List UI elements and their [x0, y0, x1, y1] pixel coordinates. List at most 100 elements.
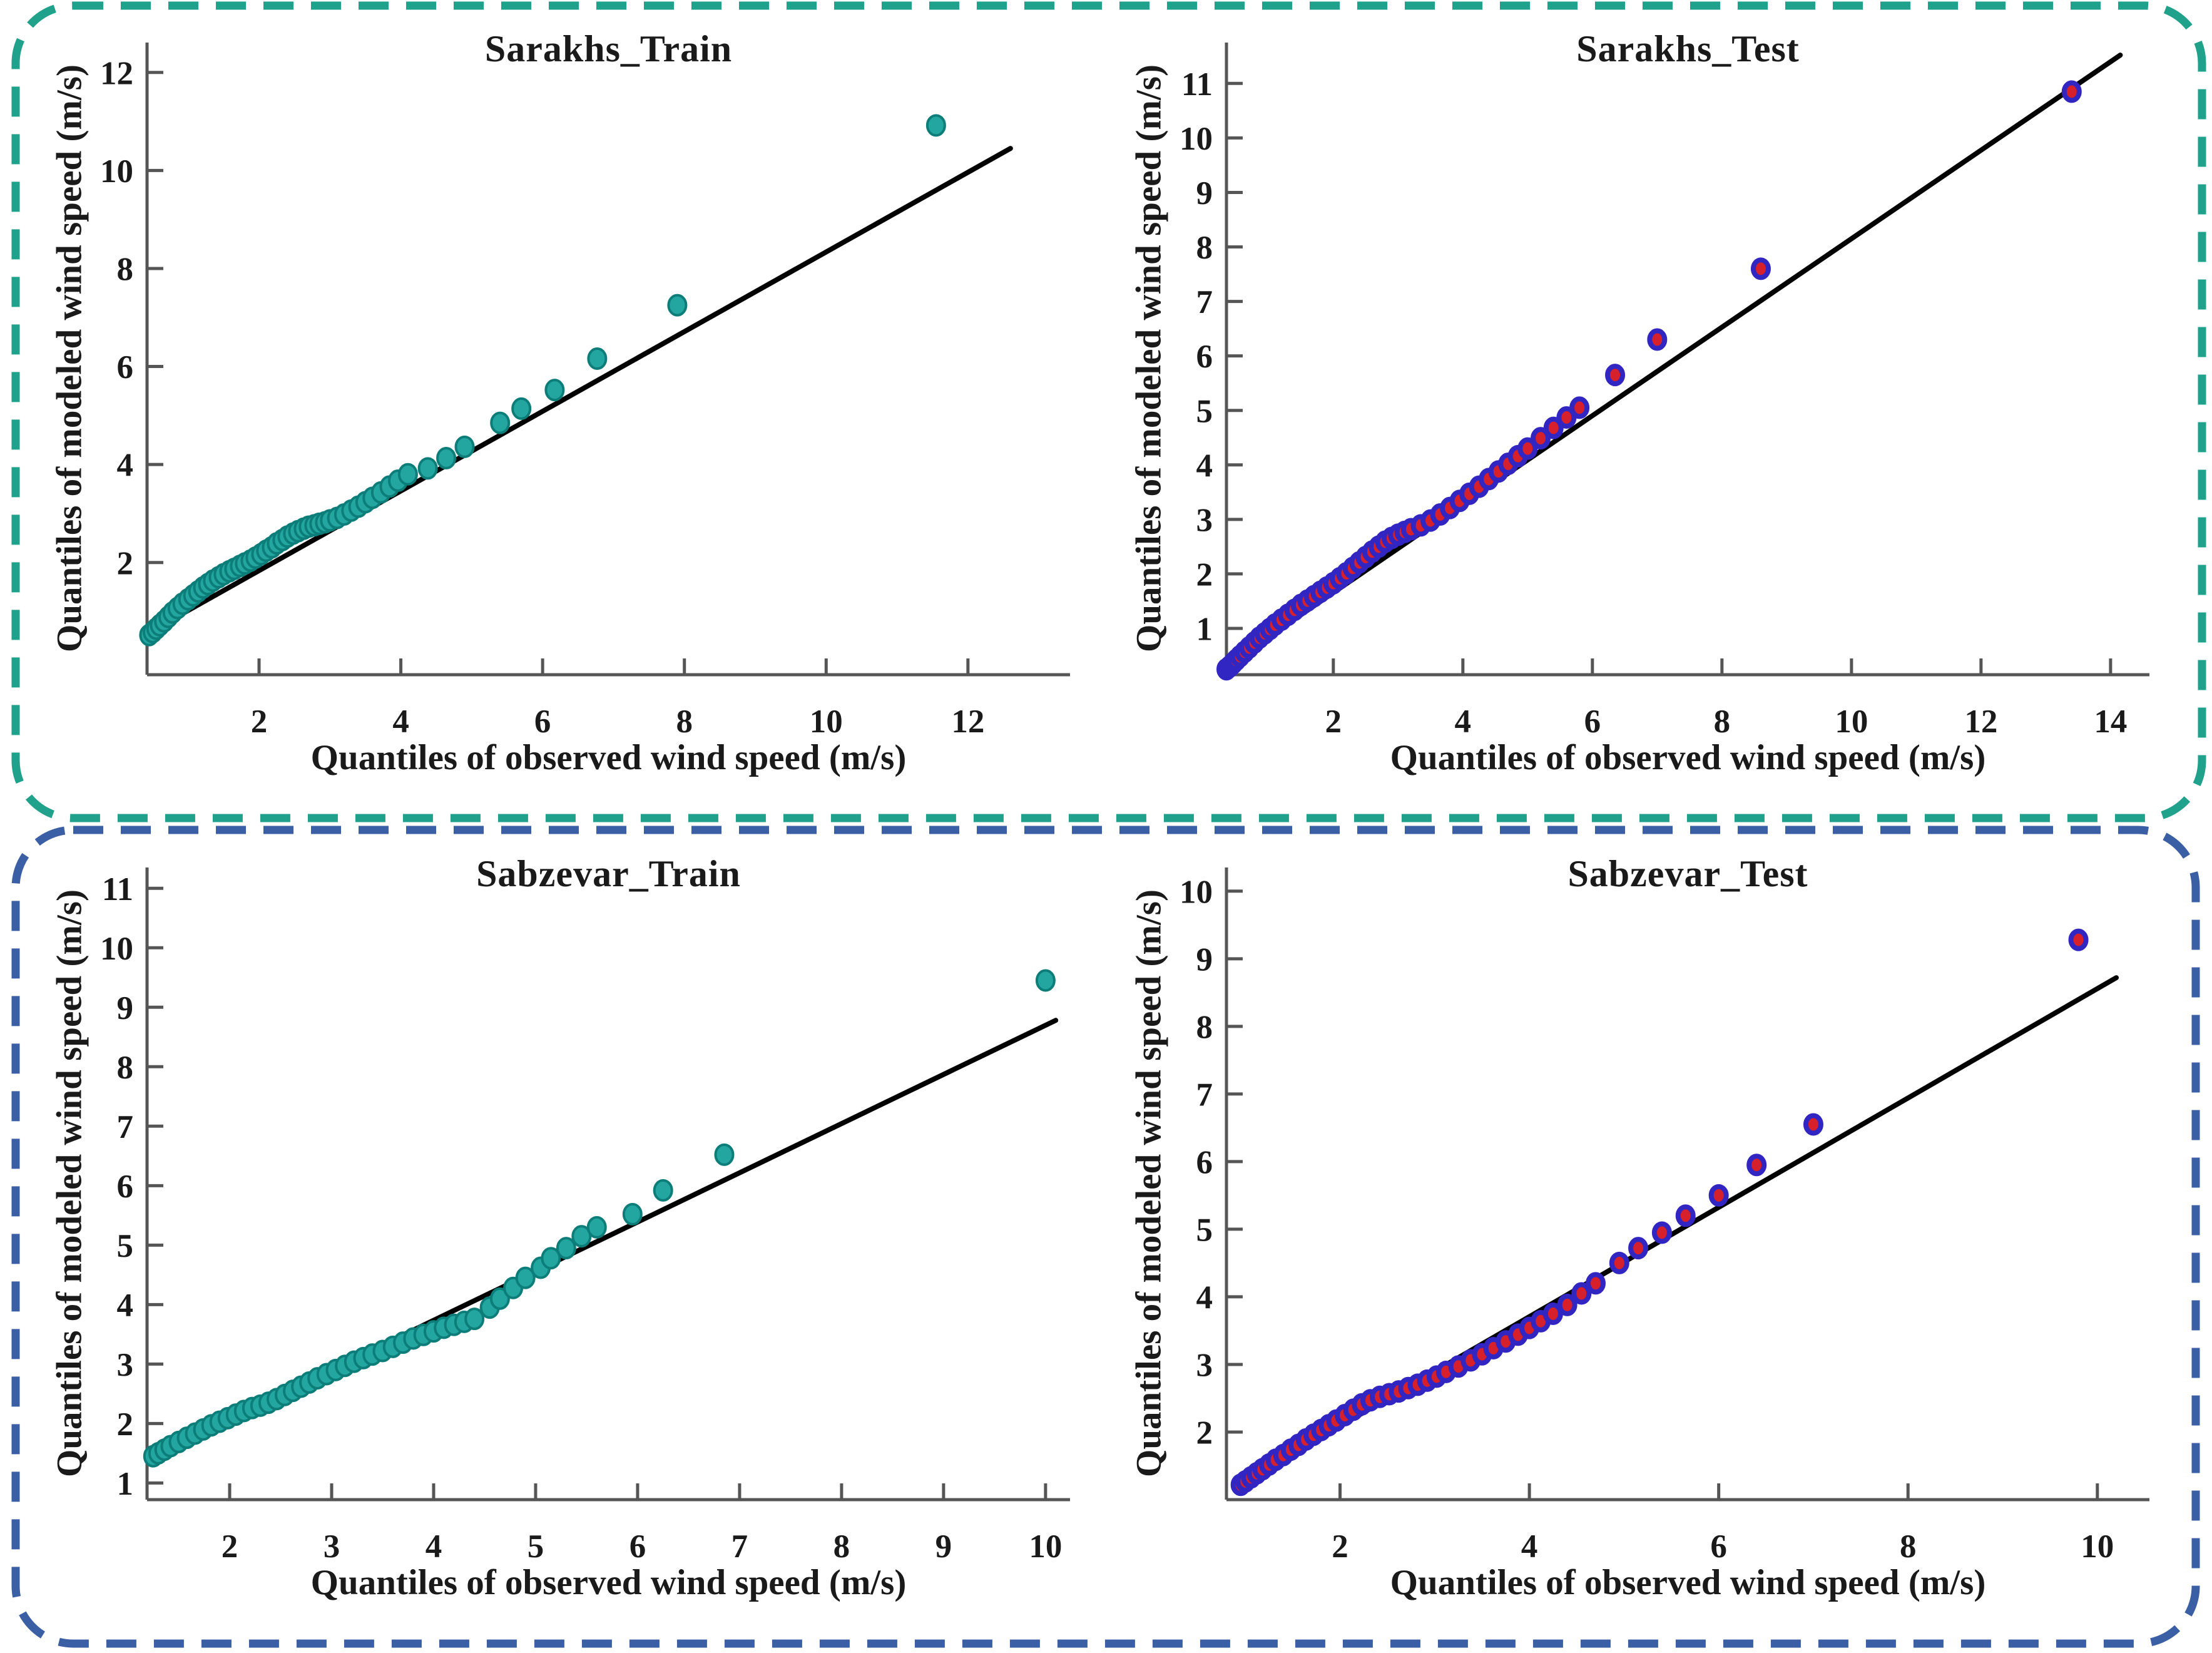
x-axis-label: Quantiles of observed wind speed (m/s)	[1390, 738, 1986, 777]
data-point	[925, 114, 946, 137]
y-tick-label: 7	[1196, 1077, 1213, 1113]
data-point	[2061, 80, 2082, 103]
plot-area-sarakhs-train: 2 4 6 8 10 12 2 4 6 8 10 12	[100, 43, 1070, 740]
y-tick-label: 3	[117, 1347, 134, 1383]
data-point	[489, 1287, 510, 1310]
data-point	[544, 379, 565, 402]
x-axis-label: Quantiles of observed wind speed (m/s)	[1390, 1563, 1986, 1602]
data-point	[1708, 1184, 1729, 1207]
data-point	[2068, 928, 2089, 951]
x-tick-label: 2	[1332, 1528, 1348, 1565]
y-tick-label: 10	[100, 153, 133, 190]
data-point	[1543, 416, 1564, 439]
x-tick-label: 8	[1714, 704, 1731, 740]
x-tick-label: 10	[2081, 1528, 2114, 1565]
y-tick-label: 4	[117, 448, 134, 484]
data-point	[1803, 1113, 1823, 1136]
y-axis-label: Quantiles of modeled wind speed (m/s)	[1129, 889, 1169, 1478]
x-tick-label: 8	[1900, 1528, 1917, 1565]
x-tick-label: 9	[935, 1528, 952, 1565]
data-point	[1571, 1282, 1592, 1305]
data-point	[511, 397, 532, 420]
y-tick-label: 9	[1196, 175, 1213, 212]
data-point	[1647, 328, 1668, 351]
y-tick-label: 6	[117, 349, 134, 386]
y-tick-label: 4	[1196, 1279, 1213, 1316]
data-point	[397, 463, 418, 486]
data-point	[1556, 406, 1577, 429]
data-point	[1557, 1293, 1577, 1316]
y-tick-label: 4	[1196, 448, 1213, 484]
y-tick-label: 10	[100, 931, 133, 967]
y-tick-label: 11	[1181, 66, 1213, 103]
data-point	[1628, 1237, 1649, 1260]
y-tick-label: 8	[1196, 230, 1213, 266]
data-point	[1651, 1221, 1672, 1244]
data-point	[622, 1202, 643, 1226]
x-tick-label: 2	[222, 1528, 238, 1565]
x-tick-label: 4	[392, 704, 409, 740]
data-point	[714, 1143, 735, 1166]
plot-title: Sarakhs_Train	[484, 28, 733, 69]
x-tick-label: 3	[324, 1528, 340, 1565]
data-point	[1675, 1204, 1696, 1227]
y-tick-label: 5	[1196, 1212, 1213, 1248]
data-point	[587, 347, 608, 370]
plot-sabzevar-test: 2 4 6 8 10 2 3 4 5 6 7 8 9 10 Sabzevar_Test Quantiles…	[1123, 853, 2162, 1640]
data-point	[1035, 969, 1056, 992]
data-point	[436, 446, 457, 469]
x-tick-label: 14	[2094, 704, 2127, 740]
x-tick-label: 2	[1325, 704, 1342, 740]
plot-sarakhs-train: 2 4 6 8 10 12 2 4 6 8 10 12 Sarakhs_Train Quantiles…	[44, 28, 1083, 816]
x-axis-label: Quantiles of observed wind speed (m/s)	[310, 738, 907, 777]
data-point	[1531, 427, 1551, 450]
y-tick-label: 4	[117, 1287, 134, 1324]
y-tick-label: 6	[117, 1169, 134, 1205]
x-tick-label: 6	[534, 704, 551, 740]
y-tick-label: 12	[100, 55, 133, 91]
y-tick-label: 5	[1196, 393, 1213, 429]
x-tick-label: 6	[1710, 1528, 1727, 1565]
y-tick-label: 2	[117, 1406, 134, 1443]
x-tick-label: 10	[1029, 1528, 1062, 1565]
x-tick-label: 6	[1584, 704, 1601, 740]
x-tick-label: 12	[951, 704, 984, 740]
data-point	[541, 1247, 561, 1270]
data-point	[667, 294, 688, 317]
data-point	[556, 1237, 576, 1260]
y-tick-label: 5	[117, 1228, 134, 1264]
data-point	[1605, 364, 1626, 387]
plot-title: Sabzevar_Train	[476, 853, 741, 894]
y-tick-label: 10	[1180, 874, 1213, 910]
data-point	[1586, 1272, 1606, 1295]
plot-title: Sarakhs_Test	[1576, 28, 1800, 69]
sabzevar-group-border	[11, 826, 2200, 1648]
y-axis-label: Quantiles of modeled wind speed (m/s)	[49, 64, 89, 653]
y-tick-label: 10	[1180, 121, 1213, 157]
data-point	[417, 457, 438, 480]
y-tick-label: 7	[117, 1109, 134, 1145]
plot-sabzevar-train: 2 3 4 5 6 7 8 9 10 1 2 3 4 5 6 7 8 9 10 11 Sabzevar_Train Q…	[44, 853, 1083, 1640]
x-tick-label: 6	[629, 1528, 646, 1565]
x-tick-label: 4	[1455, 704, 1472, 740]
reference-line	[145, 146, 1013, 637]
x-tick-label: 8	[833, 1528, 850, 1565]
plot-area-sabzevar-train: 2 3 4 5 6 7 8 9 10 1 2 3 4 5 6 7 8 9 10 11	[100, 867, 1070, 1565]
x-tick-label: 10	[1835, 704, 1868, 740]
data-point	[464, 1308, 485, 1331]
y-tick-label: 8	[117, 1050, 134, 1086]
x-tick-label: 8	[676, 704, 693, 740]
x-tick-label: 4	[426, 1528, 442, 1565]
y-tick-label: 8	[117, 251, 134, 287]
x-tick-label: 5	[528, 1528, 544, 1565]
y-tick-label: 8	[1196, 1009, 1213, 1045]
data-point	[653, 1179, 673, 1202]
plot-sarakhs-test: 2 4 6 8 10 12 14 1 2 3 4 5 6 7 8 9 10 11 Sarakhs_Test Qua…	[1123, 28, 2162, 816]
x-tick-label: 12	[1964, 704, 1997, 740]
y-tick-label: 7	[1196, 284, 1213, 320]
y-tick-label: 6	[1196, 339, 1213, 375]
x-tick-label: 10	[810, 704, 843, 740]
